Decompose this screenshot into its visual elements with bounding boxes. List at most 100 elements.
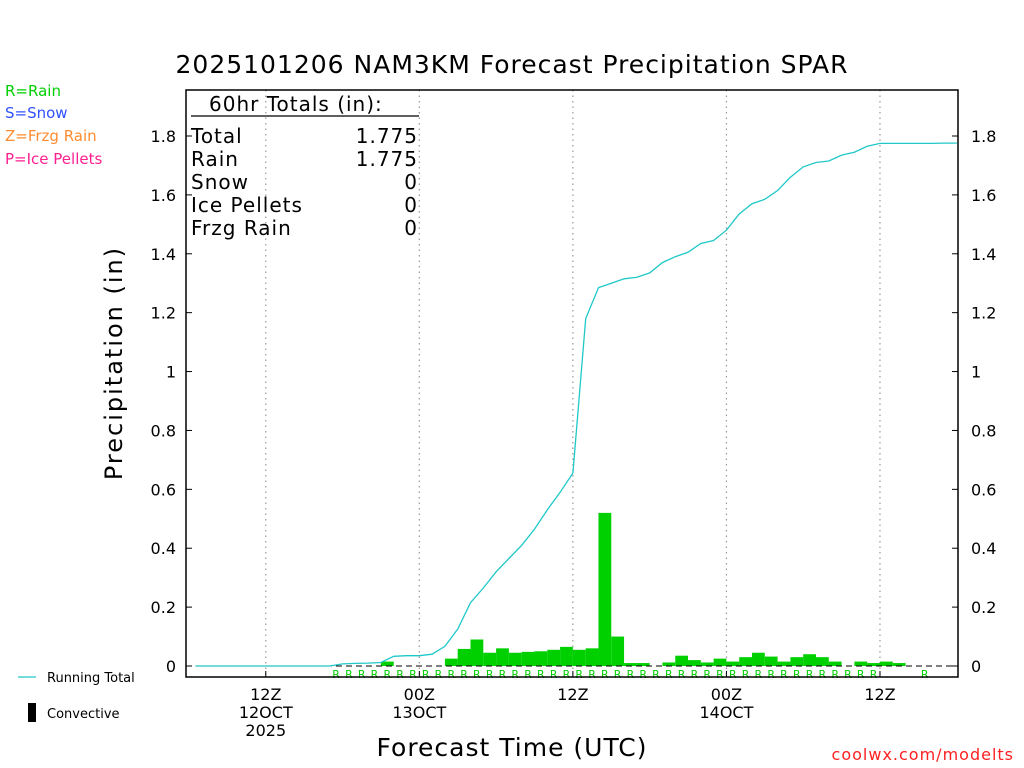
totals-row-label: Total — [190, 124, 243, 148]
ptype-rain-marker: R — [524, 668, 532, 681]
rain-bar — [573, 650, 586, 666]
bottom-legend: Running Total Convective — [18, 671, 135, 722]
rain-bar — [816, 657, 829, 666]
ptype-rain-marker: R — [678, 668, 686, 681]
y-tick-label-left: 0 — [166, 657, 176, 676]
ptype-rain-marker: R — [691, 668, 699, 681]
ptype-rain-marker: R — [806, 668, 814, 681]
ptype-rain-marker: R — [345, 668, 353, 681]
ptype-rain-marker: R — [588, 668, 596, 681]
rain-bar — [471, 640, 484, 667]
rain-bar — [586, 648, 599, 666]
plot-frame — [186, 90, 958, 677]
rain-bar — [496, 648, 509, 666]
totals-row-label: Frzg Rain — [191, 216, 292, 240]
totals-row-value: 0 — [404, 193, 418, 217]
y-tick-label-left: 0.2 — [151, 598, 176, 617]
y-tick-label-right: 1.2 — [971, 304, 996, 323]
rain-bar — [726, 662, 739, 666]
rain-bar — [458, 649, 471, 666]
x-tick-label: 14OCT — [699, 703, 753, 722]
x-tick-label: 2025 — [245, 721, 286, 740]
totals-row-value: 1.775 — [356, 147, 418, 171]
totals-header: 60hr Totals (in): — [209, 92, 383, 116]
y-tick-label-left: 0.6 — [151, 480, 176, 499]
ptype-rain-marker: R — [665, 668, 673, 681]
ptype-rain-marker: R — [857, 668, 865, 681]
ptype-rain-marker: R — [780, 668, 788, 681]
ptype-rain-marker: R — [486, 668, 494, 681]
ptype-rain-marker: R — [563, 668, 571, 681]
rain-bar — [445, 659, 458, 666]
ptype-rain-marker: R — [652, 668, 660, 681]
ptype-rain-marker: R — [358, 668, 366, 681]
x-tick-label: 00Z — [711, 685, 742, 704]
y-tick-label-right: 1 — [971, 363, 981, 382]
y-tick-label-right: 0.8 — [971, 421, 996, 440]
totals-row-label: Snow — [191, 170, 249, 194]
rain-bar — [547, 650, 560, 666]
running-total-legend-label: Running Total — [47, 671, 135, 686]
rain-bar — [854, 662, 867, 666]
ptype-rain-marker: R — [703, 668, 711, 681]
y-tick-label-left: 0.4 — [151, 539, 176, 558]
rain-bar — [739, 657, 752, 666]
ptype-rain-marker: R — [575, 668, 583, 681]
y-tick-label-left: 1.6 — [151, 186, 176, 205]
y-tick-label-right: 0.4 — [971, 539, 996, 558]
rain-bar — [662, 662, 675, 666]
rain-bar — [880, 662, 893, 666]
ptype-rain-marker: R — [371, 668, 379, 681]
rain-bar — [534, 651, 547, 666]
y-tick-label-right: 0.2 — [971, 598, 996, 617]
ptype-rain-marker: R — [447, 668, 455, 681]
rain-bar — [778, 662, 791, 666]
rain-bar — [560, 647, 573, 666]
ptype-rain-marker: R — [550, 668, 558, 681]
rain-bar — [829, 662, 842, 666]
ptype-rain-marker: R — [435, 668, 443, 681]
rain-bar — [522, 652, 535, 666]
ptype-rain-marker: R — [511, 668, 519, 681]
x-tick-label: 12Z — [250, 685, 281, 704]
totals-row-label: Rain — [191, 147, 239, 171]
rain-bar — [765, 657, 778, 666]
y-tick-label-left: 1.2 — [151, 304, 176, 323]
ptype-rain-marker: R — [793, 668, 801, 681]
totals-box: 60hr Totals (in): Total 1.775 Rain 1.775 Sno… — [190, 92, 419, 240]
ptype-rain-marker: R — [819, 668, 827, 681]
ptype-rain-marker: R — [473, 668, 481, 681]
rain-bar — [675, 656, 688, 666]
x-tick-label: 00Z — [404, 685, 435, 704]
rain-bar — [688, 660, 701, 666]
y-tick-label-left: 1.4 — [151, 245, 176, 264]
x-tick-label: 12Z — [557, 685, 588, 704]
convective-swatch — [28, 703, 36, 722]
ptype-rain-marker: R — [601, 668, 609, 681]
ptype-rain-marker: R — [332, 668, 340, 681]
totals-row-value: 1.775 — [356, 124, 418, 148]
ptype-rain-marker: R — [639, 668, 647, 681]
rain-bar — [752, 653, 765, 666]
rain-bar — [803, 654, 816, 666]
rain-bars — [381, 513, 906, 666]
rain-bar — [611, 637, 624, 666]
ptype-rain-marker: R — [716, 668, 724, 681]
ptype-rain-marker: R — [614, 668, 622, 681]
y-tick-label-left: 1 — [166, 363, 176, 382]
totals-row-label: Ice Pellets — [191, 193, 303, 217]
rain-bar — [598, 513, 611, 666]
convective-legend-label: Convective — [47, 707, 120, 722]
ptype-rain-marker: R — [627, 668, 635, 681]
totals-row-value: 0 — [404, 170, 418, 194]
x-tick-label: 13OCT — [392, 703, 446, 722]
ptype-rain-marker: R — [870, 668, 878, 681]
y-tick-label-right: 1.6 — [971, 186, 996, 205]
ptype-rain-marker: R — [383, 668, 391, 681]
ptype-rain-marker: R — [921, 668, 929, 681]
ptype-rain-marker: R — [729, 668, 737, 681]
precip-chart: RRRRRRRRRRRRRRRRRRRRRRRRRRRRRRRRRRRRRRRR… — [0, 0, 1024, 768]
totals-row-value: 0 — [404, 216, 418, 240]
x-tick-label: 12Z — [864, 685, 895, 704]
